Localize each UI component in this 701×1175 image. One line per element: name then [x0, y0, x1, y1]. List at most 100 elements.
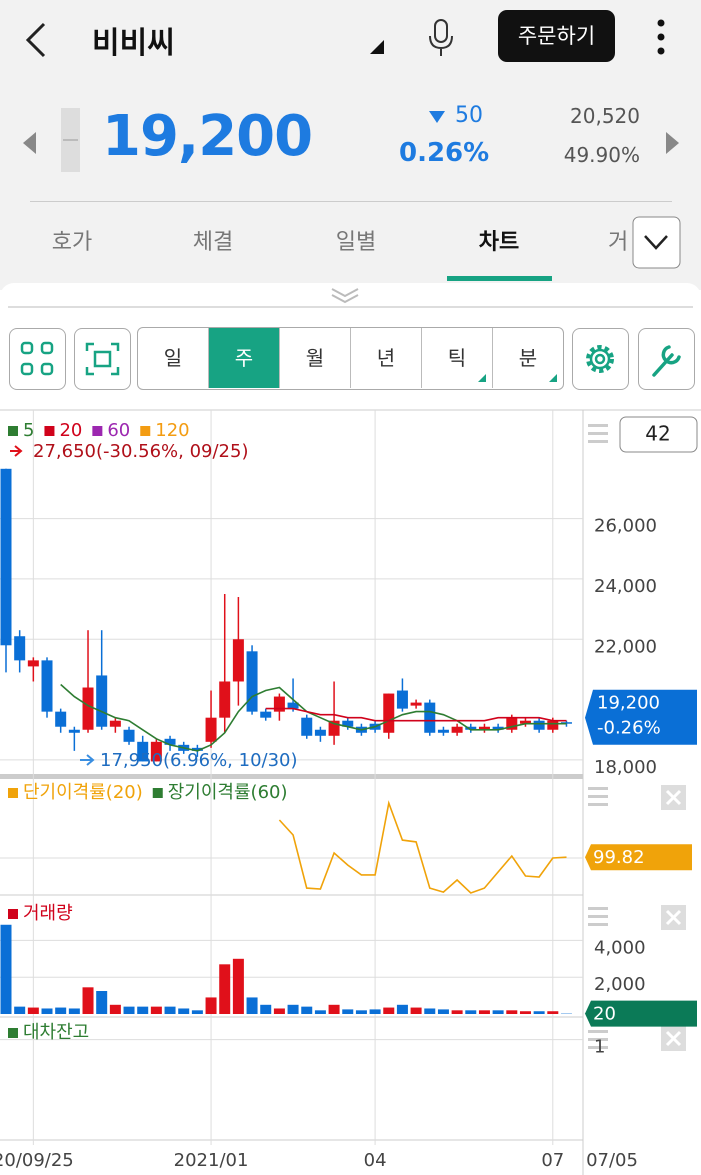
visible-count: 42 — [645, 422, 670, 446]
candle-body — [383, 693, 395, 733]
volume-bar — [123, 1006, 135, 1014]
last-value-box — [585, 844, 692, 871]
legend-swatch — [92, 426, 103, 436]
volume-bar — [260, 1004, 272, 1014]
corner-triangle — [478, 374, 486, 382]
period-button[interactable]: 월 — [280, 328, 351, 388]
y-tick-label: 22,000 — [594, 636, 657, 657]
candle-body — [519, 720, 531, 724]
volume-bar — [150, 1006, 162, 1014]
last-change: -0.26% — [597, 718, 661, 739]
period-button[interactable]: 년 — [351, 328, 422, 388]
tab[interactable]: 일별 — [335, 230, 377, 255]
low-arrow — [80, 754, 95, 766]
candle-body — [478, 726, 490, 730]
tabs-dropdown[interactable] — [632, 216, 682, 270]
tab[interactable]: 체결 — [192, 230, 234, 255]
volume-bar — [314, 1010, 326, 1014]
price-indicator — [61, 108, 80, 172]
layout-button[interactable] — [9, 328, 66, 390]
volume-bar — [41, 1008, 53, 1014]
volume-bar — [437, 1009, 449, 1014]
next-arrow[interactable] — [664, 130, 682, 156]
period-selector: 일 주 월 년 틱 분 — [137, 327, 564, 390]
tools-button[interactable] — [638, 328, 695, 390]
legend-label: 120 — [155, 420, 189, 441]
candle-body — [533, 720, 545, 730]
volume-bar — [164, 1006, 176, 1014]
volume-bar — [82, 987, 94, 1014]
legend-swatch — [8, 1028, 18, 1038]
down-triangle — [429, 111, 445, 123]
y-tick-label: 4,000 — [594, 937, 646, 958]
candle-body — [205, 717, 217, 742]
legend-label: 5 — [23, 420, 34, 441]
mic-icon[interactable] — [426, 18, 456, 58]
volume-bar — [109, 1004, 121, 1014]
candle-body — [150, 741, 162, 762]
close-icons[interactable] — [661, 785, 686, 1051]
last-price: 19,200 — [597, 693, 660, 714]
panel-separator — [0, 774, 583, 779]
candle-body — [451, 726, 463, 733]
collapse-handle[interactable] — [330, 286, 360, 304]
legend-swatch — [8, 909, 18, 919]
count-box[interactable] — [619, 416, 698, 453]
x-tick-label: 07 — [541, 1150, 564, 1171]
period-button-active[interactable]: 주 — [209, 328, 280, 388]
candle-body — [342, 720, 354, 727]
candle-body — [0, 468, 12, 646]
legend-label: 장기이격률(60) — [168, 782, 288, 803]
volume-bar — [533, 1011, 545, 1014]
stock-name: 비비씨 — [92, 26, 175, 61]
legend-label: 단기이격률(20) — [23, 782, 143, 803]
volume-bar — [424, 1008, 436, 1014]
candle-body — [123, 729, 135, 742]
volume-bar — [55, 1007, 67, 1014]
volume-bar — [68, 1008, 80, 1014]
x-tick-label: 2021/01 — [174, 1150, 249, 1171]
x-tick-label: 04 — [364, 1150, 387, 1171]
period-button[interactable]: 분 — [518, 346, 538, 370]
volume-bar — [137, 1006, 149, 1014]
legend-swatch — [152, 788, 163, 798]
legend-label: 60 — [107, 420, 130, 441]
candle-body — [246, 651, 258, 712]
volume-bar — [506, 1010, 518, 1014]
candle-body — [232, 639, 244, 682]
y-tick-label: 1 — [594, 1037, 605, 1058]
candle-body — [424, 702, 436, 733]
candle-body — [14, 636, 26, 661]
more-menu[interactable] — [654, 18, 668, 58]
candle-body — [547, 720, 559, 730]
fullscreen-button[interactable] — [74, 328, 131, 390]
high-arrow — [10, 445, 23, 457]
volume-bar — [478, 1010, 490, 1014]
candle-body — [437, 729, 449, 733]
legend-swatch — [140, 426, 151, 436]
period-button[interactable]: 틱 — [422, 328, 493, 388]
tab[interactable]: 거 — [608, 230, 629, 255]
tab-active[interactable]: 차트 — [478, 230, 520, 255]
period-button[interactable]: 일 — [138, 328, 209, 388]
tab[interactable]: 호가 — [51, 230, 93, 255]
candle-body — [465, 726, 477, 730]
candle-body — [396, 690, 408, 709]
volume-bar — [383, 1007, 395, 1014]
legend-label: 거래량 — [23, 903, 73, 924]
volume-bar — [410, 1007, 422, 1014]
settings-button[interactable] — [572, 328, 629, 390]
back-button[interactable] — [20, 20, 50, 60]
candle-body — [82, 687, 94, 730]
volume-bar — [328, 1004, 340, 1014]
volume-bar — [396, 1004, 408, 1014]
order-button[interactable]: 주문하기 — [498, 10, 615, 62]
legend-swatch — [8, 788, 18, 798]
prev-arrow[interactable] — [20, 130, 38, 156]
corner-triangle — [549, 374, 557, 382]
dropdown-icon[interactable] — [368, 38, 386, 56]
menu-icons — [588, 424, 608, 1049]
low-annotation: 17,950(6.96%, 10/30) — [100, 750, 298, 771]
volume-bar — [547, 1011, 559, 1014]
